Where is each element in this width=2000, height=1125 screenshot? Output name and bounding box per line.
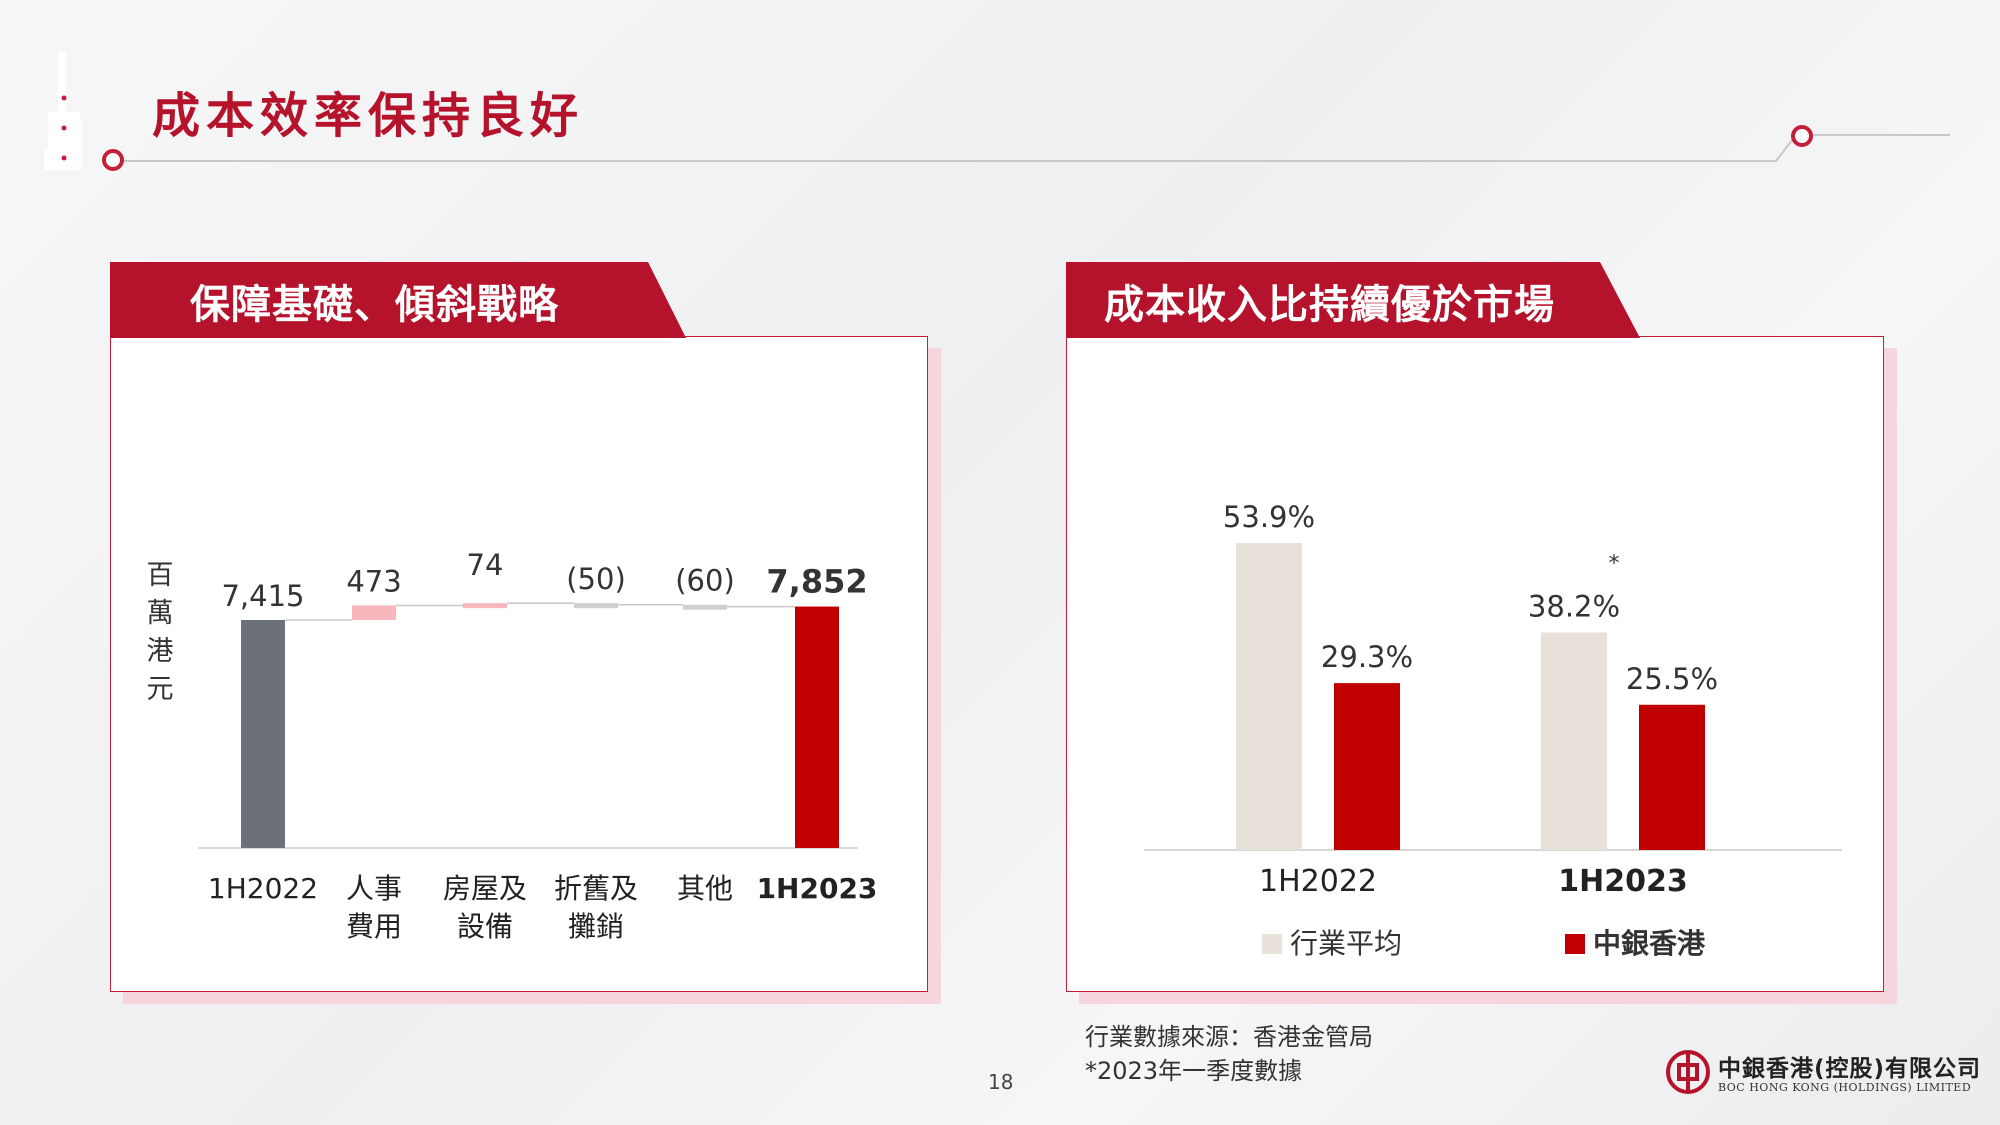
source-line: 行業數據來源：香港金管局 bbox=[1085, 1023, 1373, 1051]
y-axis-label: 百萬港元 bbox=[147, 560, 174, 705]
category-label: 攤銷 bbox=[568, 910, 624, 943]
data-label: 25.5% bbox=[1626, 662, 1718, 696]
bar-industry bbox=[1541, 632, 1607, 850]
data-label: 7,415 bbox=[221, 579, 304, 613]
category-label: 1H2023 bbox=[757, 872, 878, 905]
page-number: 18 bbox=[988, 1070, 1014, 1094]
bar-bochk bbox=[1334, 683, 1400, 850]
data-label: 38.2% bbox=[1528, 589, 1620, 623]
left-panel-tab bbox=[110, 262, 686, 338]
cost-income-bar-chart: 53.9% 38.2% 29.3% 25.5% * 1H2022 1H2023 行業平均 中銀香… bbox=[1144, 500, 1842, 960]
left-panel-title: 保障基礎、傾斜戰略 bbox=[190, 282, 559, 328]
logo-name-en: BOC HONG KONG (HOLDINGS) LIMITED bbox=[1718, 1081, 1972, 1094]
data-label: 7,852 bbox=[766, 563, 867, 601]
right-panel-tab bbox=[1066, 262, 1640, 338]
category-label: 設備 bbox=[457, 910, 513, 943]
category-label: 1H2022 bbox=[208, 872, 318, 905]
category-label: 1H2023 bbox=[1558, 864, 1687, 899]
data-label: 53.9% bbox=[1223, 500, 1315, 534]
source-note: 行業數據來源：香港金管局 *2023年一季度數據 bbox=[1085, 1020, 1373, 1088]
waterfall-bar bbox=[683, 604, 727, 610]
header-line-dot-left bbox=[102, 149, 124, 171]
category-label: 折舊及 bbox=[554, 872, 638, 905]
data-label: 29.3% bbox=[1321, 640, 1413, 674]
data-label: 473 bbox=[346, 564, 401, 598]
boc-logo-icon bbox=[1666, 1050, 1710, 1094]
legend-label: 中銀香港 bbox=[1593, 927, 1706, 960]
legend-label: 行業平均 bbox=[1290, 927, 1402, 960]
category-label: 房屋及 bbox=[443, 872, 527, 905]
category-label: 人事 bbox=[346, 872, 402, 905]
waterfall-bar bbox=[463, 603, 507, 609]
header-line-dot-right bbox=[1791, 125, 1813, 147]
category-label: 其他 bbox=[677, 872, 733, 905]
bar-bochk bbox=[1639, 704, 1705, 850]
footnote-line: *2023年一季度數據 bbox=[1085, 1057, 1303, 1085]
footnote-asterisk: * bbox=[1609, 551, 1620, 576]
legend-swatch bbox=[1565, 934, 1585, 954]
page-title: 成本效率保持良好 bbox=[152, 88, 585, 144]
data-label: (50) bbox=[566, 562, 626, 596]
header-decoration bbox=[44, 52, 1950, 171]
data-label: (60) bbox=[675, 564, 735, 598]
waterfall-bar bbox=[241, 620, 285, 848]
waterfall-bar bbox=[352, 605, 396, 620]
legend-swatch bbox=[1262, 934, 1282, 954]
right-panel-title: 成本收入比持續優於市場 bbox=[1104, 282, 1555, 328]
logo-name-cn: 中銀香港(控股)有限公司 bbox=[1718, 1056, 1982, 1082]
waterfall-bar bbox=[574, 603, 618, 609]
waterfall-bar bbox=[795, 606, 839, 848]
bar-industry bbox=[1236, 543, 1302, 850]
data-label: 74 bbox=[467, 548, 504, 582]
category-label: 1H2022 bbox=[1259, 864, 1377, 899]
building-icon bbox=[44, 52, 82, 170]
category-label: 費用 bbox=[346, 910, 402, 943]
